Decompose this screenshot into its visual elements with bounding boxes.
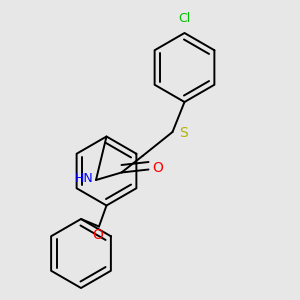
- Text: S: S: [179, 127, 188, 140]
- Text: O: O: [152, 161, 163, 175]
- Text: HN: HN: [74, 172, 93, 185]
- Text: O: O: [92, 228, 103, 242]
- Text: Cl: Cl: [178, 13, 190, 26]
